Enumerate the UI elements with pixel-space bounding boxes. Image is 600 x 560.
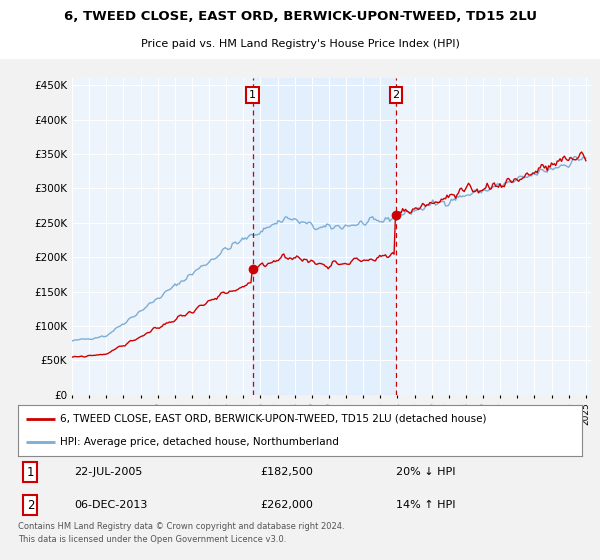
Text: 22-JUL-2005: 22-JUL-2005 bbox=[74, 467, 143, 477]
Text: HPI: Average price, detached house, Northumberland: HPI: Average price, detached house, Nort… bbox=[60, 437, 339, 447]
Text: 6, TWEED CLOSE, EAST ORD, BERWICK-UPON-TWEED, TD15 2LU: 6, TWEED CLOSE, EAST ORD, BERWICK-UPON-T… bbox=[64, 10, 536, 23]
Text: 1: 1 bbox=[249, 90, 256, 100]
Text: 20% ↓ HPI: 20% ↓ HPI bbox=[396, 467, 455, 477]
Text: 2: 2 bbox=[26, 498, 34, 512]
Text: Price paid vs. HM Land Registry's House Price Index (HPI): Price paid vs. HM Land Registry's House … bbox=[140, 39, 460, 49]
Text: 6, TWEED CLOSE, EAST ORD, BERWICK-UPON-TWEED, TD15 2LU (detached house): 6, TWEED CLOSE, EAST ORD, BERWICK-UPON-T… bbox=[60, 414, 487, 424]
Text: 1: 1 bbox=[26, 465, 34, 479]
Text: 06-DEC-2013: 06-DEC-2013 bbox=[74, 500, 148, 510]
Text: This data is licensed under the Open Government Licence v3.0.: This data is licensed under the Open Gov… bbox=[18, 534, 286, 544]
Text: £182,500: £182,500 bbox=[260, 467, 313, 477]
Text: 2: 2 bbox=[392, 90, 400, 100]
Text: £262,000: £262,000 bbox=[260, 500, 313, 510]
Text: Contains HM Land Registry data © Crown copyright and database right 2024.: Contains HM Land Registry data © Crown c… bbox=[18, 522, 344, 531]
Text: 14% ↑ HPI: 14% ↑ HPI bbox=[396, 500, 455, 510]
Bar bbox=[253, 78, 396, 395]
